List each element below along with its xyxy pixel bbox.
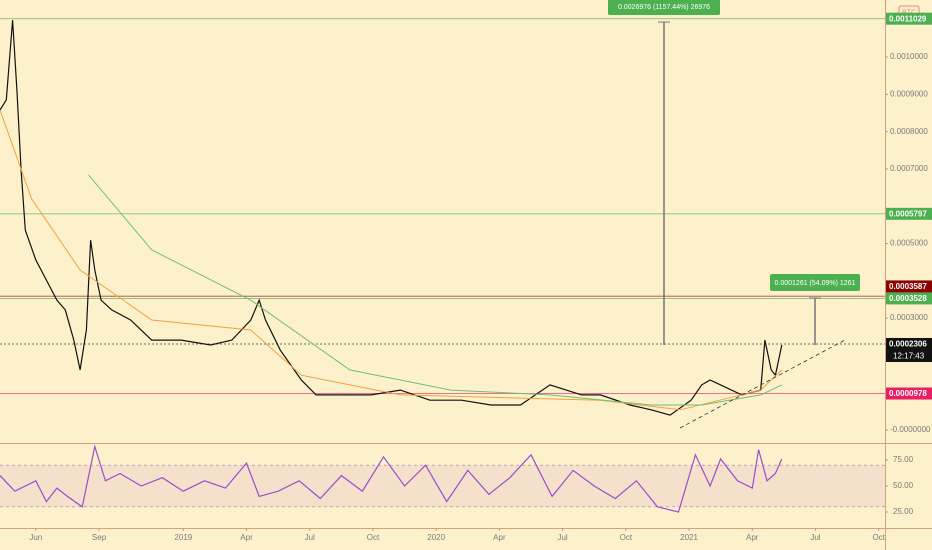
- y-tick-label: 0.0010000: [890, 52, 928, 61]
- x-tick-label: Jul: [305, 533, 315, 542]
- measure-label-box: [770, 274, 860, 291]
- level-label-box: [886, 207, 932, 220]
- measure-label: 0.0001261 (54.09%) 1261: [775, 280, 856, 287]
- level-label: 0.0003587: [889, 282, 927, 291]
- y-tick-label: -0.0000000: [890, 425, 931, 434]
- y-tick-label: 75.00: [893, 455, 914, 464]
- countdown: 12:17:43: [893, 352, 925, 361]
- x-tick-label: 2020: [427, 533, 445, 542]
- series-line: [0, 444, 783, 513]
- x-tick-label: Jul: [557, 533, 567, 542]
- y-tick-label: 0.0005000: [890, 239, 928, 248]
- x-tick-label: Jun: [29, 533, 42, 542]
- y-tick-label: 50.00: [893, 481, 914, 490]
- x-tick-label: 2019: [174, 533, 192, 542]
- x-tick-label: 2021: [680, 533, 698, 542]
- x-tick-label: Oct: [367, 533, 380, 542]
- x-tick-label: Oct: [620, 533, 633, 542]
- y-tick-label: 25.00: [893, 507, 914, 516]
- level-label: 0.0002306: [889, 340, 927, 349]
- x-tick-label: Apr: [746, 533, 759, 542]
- series-line: [0, 109, 783, 411]
- x-tick-label: Sep: [92, 533, 107, 542]
- level-label-box: [886, 12, 932, 25]
- level-label-box: [886, 292, 932, 305]
- x-tick-label: Apr: [493, 533, 506, 542]
- series-line: [88, 174, 783, 406]
- level-label-box: [886, 337, 932, 362]
- x-tick-label: Oct: [872, 533, 885, 542]
- y-tick-label: 0.0009000: [890, 89, 928, 98]
- y-tick-label: 0.0003000: [890, 313, 928, 322]
- level-label-box: [886, 280, 932, 293]
- y-tick-label: 0.0008000: [890, 127, 928, 136]
- measure-label: 0.0026976 (1157.44%) 26976: [618, 4, 710, 11]
- trend-line: [679, 339, 846, 429]
- x-tick-label: Jul: [810, 533, 820, 542]
- y-tick-label: 0.0007000: [890, 164, 928, 173]
- measure-label-box: [608, 0, 720, 15]
- x-tick-label: Apr: [240, 533, 253, 542]
- rsi-band: [0, 465, 885, 507]
- level-label: 0.0011029: [889, 14, 927, 23]
- level-label-box: [886, 387, 932, 400]
- level-label: 0.0005797: [889, 209, 927, 218]
- series-line: [0, 20, 783, 416]
- level-label: 0.0000978: [889, 389, 927, 398]
- level-label: 0.0003528: [889, 294, 927, 303]
